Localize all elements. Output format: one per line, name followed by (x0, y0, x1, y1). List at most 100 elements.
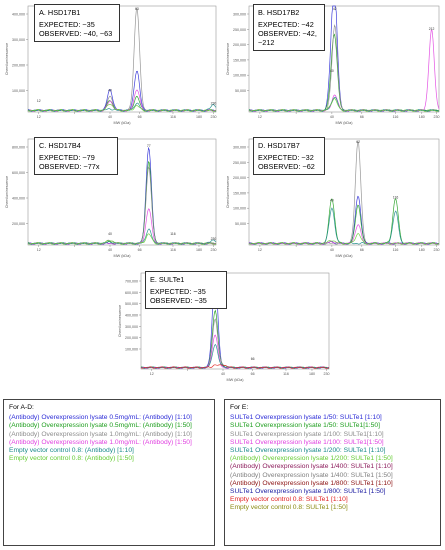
panel-b-expected: EXPECTED: ~42 (258, 20, 314, 29)
panel-c-chart: 800,000 600,000 400,000 200,000 Chemilumines… (5, 138, 217, 258)
panel-c-peak-label-3: 230 (211, 237, 217, 241)
panel-c-infobox: C. HSD17B4 EXPECTED: ~79 OBSERVED: ~77x (34, 137, 118, 175)
panel-c-peak-label-1: 116 (170, 232, 176, 236)
legend-e-item-8: (Antibody) Overexpression lysate 1/800: … (230, 479, 393, 487)
panel-c-ytick-label-1: 600,000 (12, 171, 25, 175)
panel-d-title: D. HSD17B7 (258, 141, 300, 150)
panel-a-ytick-label-3: 100,000 (12, 89, 25, 93)
legend-a-d-item-4: Empty vector control 0.8: (Antibody) [1:… (9, 447, 134, 455)
legend-a-d: For A-D: (Antibody) Overexpression lysat… (3, 399, 215, 546)
panel-a-xtick-label-6: 230 (210, 115, 216, 119)
panel-e-chart: 700,000 600,000 500,000 400,000 300,000 200,0… (118, 272, 330, 382)
panel-b-ytick-label-3: 150,000 (233, 58, 246, 62)
panel-e-xtick-label-2: 40 (221, 372, 225, 376)
panel-a-observed: OBSERVED: ~40, ~63 (39, 29, 113, 38)
panel-c-xtick-label-3: 66 (138, 248, 142, 252)
panel-e-ytick-label-2: 500,000 (125, 302, 138, 306)
panel-c-peak-label-2: 40 (108, 232, 112, 236)
legend-a-d-item-0: (Antibody) Overexpression lysate 0.5mg/m… (9, 414, 192, 422)
legend-e-item-6: (Antibody) Overexpression lysate 1/400: … (230, 463, 393, 471)
legend-e-item-10: Empty vector control 0.8: SULTe1 [1:10] (230, 496, 348, 504)
panel-d-xtick-label-0: 12 (258, 248, 262, 252)
panel-b-xlabel: MW (kDa) (335, 121, 353, 125)
panel-b-title: B. HSD17B2 (258, 8, 300, 17)
panel-b-xtick-label-0: 12 (258, 115, 262, 119)
panel-a-xtick-label-5: 180 (196, 115, 202, 119)
legend-a-d-heading: For A-D: (9, 404, 34, 411)
panel-b-ylabel: Chemiluminescence (226, 43, 230, 75)
panel-e-xlabel: MW (kDa) (226, 378, 244, 382)
panel-e-xtick-label-3: 66 (251, 372, 255, 376)
panel-c-peak-label-0: 77 (147, 144, 151, 148)
panel-b-ytick-label-4: 100,000 (233, 74, 246, 78)
panel-c-series-5 (27, 233, 217, 245)
panel-d-xtick-label-4: 116 (393, 248, 399, 252)
panel-c-ylabel: Chemiluminescence (5, 176, 9, 208)
panel-a-xtick-label-4: 116 (170, 115, 176, 119)
panel-b-peak-label-2: 40 (330, 69, 334, 73)
panel-a-xtick-label-0: 12 (37, 115, 41, 119)
legend-a-d-item-1: (Antibody) Overexpression lysate 0.5mg/m… (9, 422, 192, 430)
panel-a-xtick-label-2: 40 (108, 115, 112, 119)
panel-a-ytick-label-2: 200,000 (12, 64, 25, 68)
legend-e-item-7: (Antibody) Overexpression lysate 1/400: … (230, 471, 393, 479)
panel-e-observed: OBSERVED: ~35 (150, 296, 207, 305)
panel-e-xtick-label-0: 12 (150, 372, 154, 376)
panel-d-peak-label-2: 116 (393, 196, 399, 200)
panel-d-ytick-label-3: 150,000 (233, 191, 246, 195)
panel-c-xtick-label-4: 116 (170, 248, 176, 252)
panel-a-ylabel: Chemiluminescence (5, 43, 9, 75)
panel-a-peak-label-1: 40 (108, 89, 112, 93)
panel-d: 300,000 250,000 200,000 150,000 100,000 50,00… (223, 133, 445, 261)
legend-e-item-9: SULTe1 Overexpression lysate 1/800: SULT… (230, 488, 386, 496)
panel-e-series-5 (140, 364, 330, 369)
panel-b-xtick-label-6: 230 (433, 115, 439, 119)
panel-e: 700,000 600,000 500,000 400,000 300,000 200,0… (111, 267, 335, 385)
panel-d-xtick-label-6: 230 (433, 248, 439, 252)
panel-e-ytick-label-6: 100,000 (125, 348, 138, 352)
panel-c-xlabel: MW (kDa) (113, 254, 131, 258)
panel-b-peak-label-0: 42 (333, 7, 337, 11)
panel-b-infobox: B. HSD17B2 EXPECTED: ~42 OBSERVED: ~42, … (253, 4, 325, 51)
panel-b-observed-1: OBSERVED: ~42, (258, 29, 317, 38)
panel-c-xtick-label-5: 180 (196, 248, 202, 252)
panel-d-xtick-label-5: 180 (419, 248, 425, 252)
legend-e-item-3: SULTe1 Overexpression lysate 1/100: SULT… (230, 438, 384, 446)
panel-b-peak-label-1: 212 (429, 27, 435, 31)
panel-a-xlabel: MW (kDa) (113, 121, 131, 125)
legend-a-d-item-2: (Antibody) Overexpression lysate 1.0mg/m… (9, 430, 192, 438)
panel-a-ytick-label-0: 400,000 (12, 13, 25, 17)
panel-d-xtick-label-3: 66 (360, 248, 364, 252)
legend-e-item-1: SULTe1 Overexpression lysate 1/50: SULTe… (230, 422, 380, 430)
panel-d-ylabel: Chemiluminescence (226, 176, 230, 208)
panel-c-xtick-label-2: 40 (108, 248, 112, 252)
panel-b-xtick-label-4: 116 (393, 115, 399, 119)
panel-b: 300,000 250,000 200,000 150,000 100,000 50,00… (223, 0, 445, 128)
panel-c-ytick-label-0: 800,000 (12, 146, 25, 150)
panel-b-xtick-label-2: 40 (330, 115, 334, 119)
panel-b-series-5 (248, 98, 440, 112)
panel-e-ytick-label-3: 400,000 (125, 314, 138, 318)
legend-a-d-items: (Antibody) Overexpression lysate 0.5mg/m… (9, 414, 209, 463)
panel-b-observed-2: ~212 (258, 38, 275, 47)
panel-d-series-5 (248, 233, 440, 245)
legend-e-item-5: (Antibody) Overexpression lysate 1/200: … (230, 455, 393, 463)
legend-e-item-2: SULTe1 Overexpression lysate 1/100: SULT… (230, 430, 384, 438)
panel-d-ytick-label-0: 300,000 (233, 146, 246, 150)
panel-c-ytick-label-2: 400,000 (12, 197, 25, 201)
panel-d-xtick-label-2: 40 (330, 248, 334, 252)
panel-e-ytick-label-1: 600,000 (125, 291, 138, 295)
panel-d-peak-label-0: 62 (356, 140, 360, 144)
panel-a-peak-label-2: 12 (37, 99, 41, 103)
panel-d-ytick-label-2: 200,000 (233, 176, 246, 180)
panel-d-observed: OBSERVED: ~62 (258, 162, 315, 171)
panel-d-ytick-label-5: 50,000 (235, 222, 246, 226)
panel-c-title: C. HSD17B4 (39, 141, 81, 150)
panel-a-title: A. HSD17B1 (39, 8, 81, 17)
panel-a-infobox: A. HSD17B1 EXPECTED: ~35 OBSERVED: ~40, … (34, 4, 120, 42)
panel-b-xtick-label-3: 66 (360, 115, 364, 119)
panel-d-expected: EXPECTED: ~32 (258, 153, 314, 162)
panel-d-ytick-label-4: 100,000 (233, 207, 246, 211)
panel-b-ytick-label-5: 50,000 (235, 89, 246, 93)
panel-e-title: E. SULTe1 (150, 275, 185, 284)
